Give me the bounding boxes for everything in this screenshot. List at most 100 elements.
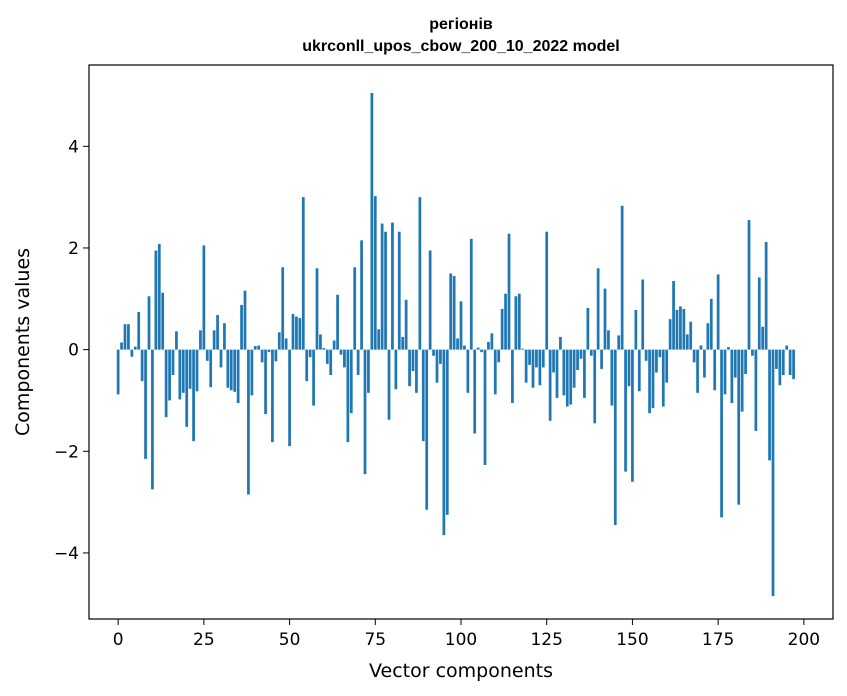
x-tick-label: 150 (616, 630, 648, 650)
bar (281, 267, 285, 350)
bar (199, 330, 202, 350)
bar (404, 299, 408, 350)
bar (154, 250, 158, 350)
bar (692, 349, 696, 363)
bar (164, 349, 168, 418)
bar (216, 315, 219, 350)
bar (243, 290, 247, 350)
bar (607, 330, 610, 350)
bar (175, 331, 178, 350)
bar (343, 349, 346, 368)
y-tick-label: −2 (54, 442, 79, 462)
bar (418, 197, 422, 350)
bar (435, 349, 439, 383)
bar (788, 349, 792, 376)
bar (353, 267, 357, 350)
bar (439, 349, 442, 364)
bar (493, 349, 497, 395)
bar (531, 349, 535, 388)
bar (219, 349, 223, 368)
bar (391, 222, 394, 350)
bar (161, 292, 165, 350)
bar (312, 349, 315, 406)
bar (202, 245, 206, 350)
bar (363, 349, 367, 475)
bar (130, 349, 134, 357)
bar (123, 324, 127, 350)
y-tick-label: 4 (68, 137, 79, 157)
bar (295, 316, 298, 350)
bar (397, 231, 401, 350)
bar (576, 349, 579, 370)
bar (761, 326, 765, 350)
bar (185, 349, 189, 427)
bar (699, 345, 703, 350)
bar (291, 314, 295, 350)
bar (322, 348, 326, 350)
bar (648, 349, 651, 414)
bar (151, 349, 154, 490)
bar (116, 349, 120, 395)
bar (178, 349, 182, 400)
bar (627, 349, 631, 387)
bar (668, 319, 672, 350)
bar (171, 349, 175, 376)
bar (713, 349, 717, 391)
bar (785, 345, 789, 350)
bar (514, 296, 518, 350)
bar (476, 347, 480, 350)
bar (120, 342, 123, 350)
bar (768, 349, 771, 461)
bar (236, 349, 240, 403)
bar (744, 349, 747, 375)
bar (442, 349, 446, 536)
bar (675, 309, 679, 350)
bar (305, 349, 309, 382)
bar (329, 349, 333, 376)
bar (449, 273, 453, 350)
bar (336, 294, 339, 350)
bar (617, 335, 621, 350)
bar (377, 329, 381, 350)
y-axis-label: Components values (12, 248, 34, 436)
bar (260, 349, 264, 363)
x-axis: 0 25 50 75 100 125 150 175 200 (113, 619, 820, 650)
x-tick-label: 200 (788, 630, 820, 650)
bar (555, 349, 559, 398)
bar (487, 342, 490, 350)
bar (267, 349, 271, 353)
bar (504, 293, 507, 350)
bar (188, 349, 192, 389)
bar (548, 349, 552, 421)
bar (733, 349, 737, 378)
bar (507, 233, 511, 350)
bar (579, 349, 583, 359)
bar (463, 345, 466, 350)
bar (535, 349, 538, 368)
bar (730, 349, 734, 403)
plot-frame (88, 64, 834, 620)
bar (480, 349, 483, 353)
bar (192, 349, 195, 442)
bar (586, 307, 590, 350)
x-tick-label: 75 (364, 630, 386, 650)
bar (641, 279, 645, 350)
bar (168, 349, 171, 401)
chart-title: регіонів (429, 16, 493, 33)
bar (459, 301, 463, 350)
bar (339, 349, 343, 355)
bar (384, 231, 387, 350)
bar (720, 349, 723, 518)
bar (511, 349, 514, 403)
bar (528, 349, 531, 365)
bar (411, 349, 415, 371)
bar (775, 349, 778, 369)
bar (709, 298, 713, 350)
bar (473, 349, 477, 434)
bar (757, 277, 761, 350)
bar (370, 92, 374, 350)
bar (408, 349, 411, 387)
x-tick-label: 0 (113, 630, 124, 650)
